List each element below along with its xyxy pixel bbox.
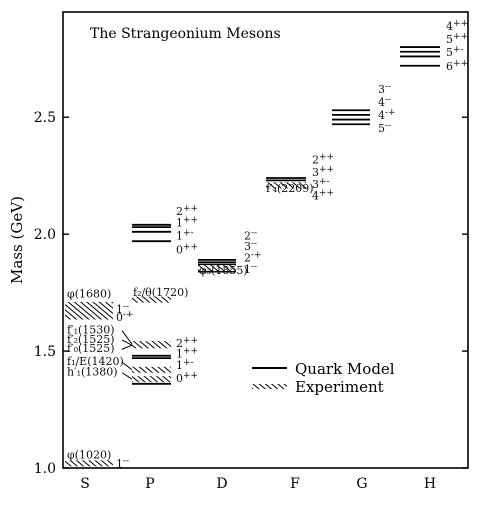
x-tick-label: G <box>356 476 367 492</box>
state-label: 5+- <box>446 45 464 59</box>
experiment-level-p <box>132 376 171 383</box>
experiment-state-name: φ(1680) <box>67 287 111 300</box>
experiment-connector <box>121 361 133 371</box>
x-tick-label: D <box>216 476 227 492</box>
state-label: 0-+ <box>116 310 134 324</box>
experiment-level-s <box>65 460 113 467</box>
state-label: 1+- <box>176 228 194 242</box>
state-label: 6++ <box>446 59 468 73</box>
legend: Quark Model Experiment <box>252 360 395 396</box>
experiment-labels: φ(1680) φ(1020) f′₁(1530)f′₂(1525)f′₀(1525… <box>67 182 314 462</box>
experiment-connector <box>121 372 133 380</box>
experiment-connector <box>121 344 133 350</box>
state-label: 0++ <box>176 242 198 256</box>
y-tick-label: 1.5 <box>34 344 56 360</box>
y-axis-label: Mass (GeV) <box>8 196 26 284</box>
y-tick-label: 2.0 <box>34 227 56 243</box>
legend-experiment-swatch <box>252 384 287 389</box>
experiment-connector <box>121 339 133 346</box>
experiment-level-p <box>132 342 171 349</box>
y-tick-label: 1.0 <box>34 461 56 477</box>
experiment-state-name: f′₂(1525) <box>67 333 115 346</box>
legend-experiment-label: Experiment <box>295 378 384 396</box>
legend-quark-model-label: Quark Model <box>295 360 395 378</box>
experiment-level-f <box>266 182 306 189</box>
experiment-state-name: h′₁(1380) <box>67 366 118 379</box>
experiment-band-s <box>65 301 113 320</box>
experiment-connector <box>121 330 133 345</box>
y-tick-label: 2.5 <box>34 110 56 126</box>
experiment-state-name: f₂/θ(1720) <box>133 286 188 299</box>
experiment-level-d <box>198 265 236 272</box>
experiment-state-name: φ₃(1855) <box>199 264 248 277</box>
experiment-state-name: φ(1020) <box>67 449 111 462</box>
energy-levels <box>65 46 440 467</box>
x-tick-label: S <box>80 476 90 492</box>
experiment-state-name: f′₁(1530) <box>67 324 115 337</box>
experiment-level-p <box>132 296 171 303</box>
experiment-state-name: f′₀(1525) <box>67 342 115 355</box>
state-label: 4++ <box>312 189 334 203</box>
chart-title: The Strangeonium Mesons <box>90 26 281 42</box>
experiment-state-name: f₁/E(1420) <box>67 355 124 368</box>
x-tick-label: F <box>290 476 300 492</box>
state-labels: 1--0-+1--2++1++1+-0++2++1++1+-0++2--3--2… <box>116 19 468 470</box>
plot-frame <box>62 11 469 469</box>
experiment-state-name: f′₄(2209) <box>266 182 314 195</box>
x-tick-label: H <box>424 476 436 492</box>
state-label: 5-- <box>378 121 391 135</box>
y-axis-ticks: 1.0 1.5 2.0 2.5 <box>34 110 468 477</box>
state-label: 0++ <box>176 371 198 385</box>
x-tick-label: P <box>145 476 154 492</box>
experiment-level-p <box>132 366 171 373</box>
